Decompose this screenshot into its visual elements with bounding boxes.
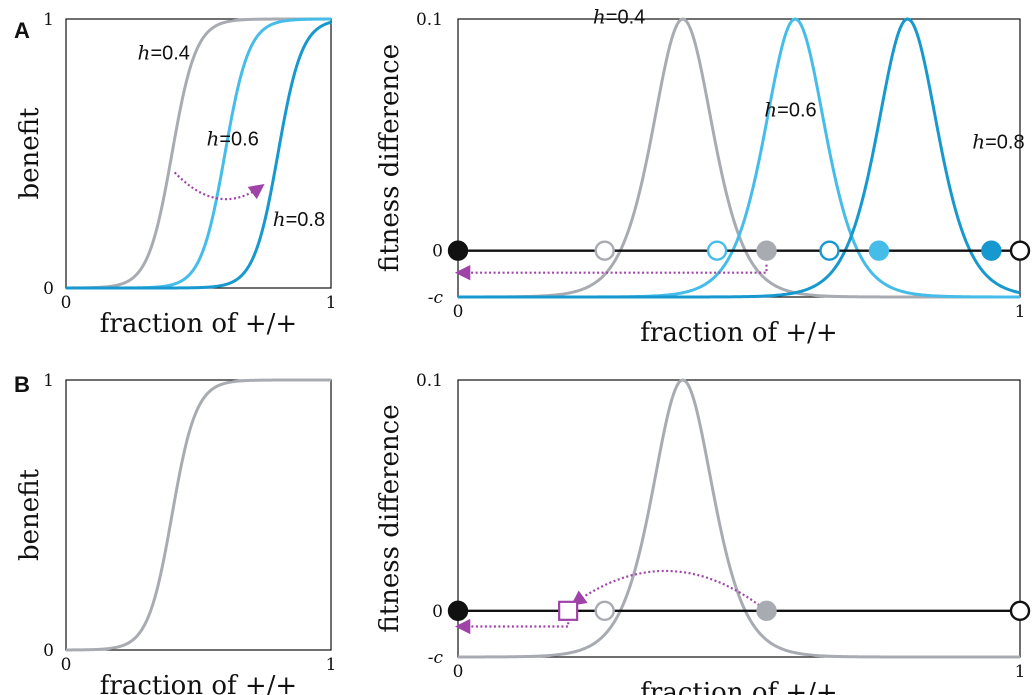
series-line-2 xyxy=(458,17,1020,299)
y-tick-label: 1 xyxy=(43,10,54,30)
stable-equilibrium-point xyxy=(868,240,890,261)
x-tick-label: 1 xyxy=(1015,302,1026,322)
y-tick-label: 0 xyxy=(43,279,54,299)
x-tick-label: 0 xyxy=(453,302,464,322)
series-line-1 xyxy=(458,378,1020,659)
stable-equilibrium-point xyxy=(756,240,777,261)
x-tick-label: 0 xyxy=(61,293,72,313)
x-axis-title: fraction of +/+ xyxy=(100,309,297,339)
x-axis-title: fraction of +/+ xyxy=(640,318,837,348)
y-tick-label: 0.1 xyxy=(416,371,443,391)
curve-label: h=0.6 xyxy=(764,97,816,121)
x-tick-label: 1 xyxy=(326,655,337,675)
curve-label-value: =0.6 xyxy=(219,128,258,150)
y-axis-title: fitness difference xyxy=(375,404,405,632)
curve-label-value: =0.4 xyxy=(606,7,645,29)
y-tick-label: 0.1 xyxy=(416,10,443,30)
plot-frame xyxy=(457,379,1021,658)
plot-frame xyxy=(65,379,332,651)
y-tick-label: 1 xyxy=(43,371,54,391)
unstable-equilibrium-point xyxy=(1009,600,1031,622)
panel-letter-a: A xyxy=(14,18,30,43)
curve-label-value: =0.8 xyxy=(985,132,1024,154)
unstable-equilibrium-point xyxy=(594,240,615,261)
stable-equilibrium-point xyxy=(981,240,1002,261)
curve-label: h=0.4 xyxy=(138,40,190,64)
curve-label-value: =0.8 xyxy=(286,209,325,231)
curve-label-value: =0.6 xyxy=(777,99,816,121)
y-axis-title: fitness difference xyxy=(375,44,405,272)
curve-label-var: h xyxy=(972,130,985,154)
curve-label-var: h xyxy=(206,126,219,150)
series-line-3 xyxy=(66,20,332,290)
unstable-equilibrium-point xyxy=(819,240,840,261)
x-tick-label: 1 xyxy=(326,293,337,313)
y-tick-label: 0 xyxy=(43,641,54,661)
square-marker xyxy=(558,600,579,621)
curve-label-value: =0.4 xyxy=(150,42,189,64)
plot-B-fitness: 0 1 0.1 0 -c fraction of +/+ fitness differenc… xyxy=(375,371,1031,695)
unstable-equilibrium-point xyxy=(706,240,728,261)
curve-label: h=0.4 xyxy=(593,5,645,29)
y-axis-title: benefit xyxy=(15,468,45,561)
series-line-2 xyxy=(66,17,331,290)
panel-letter-b: B xyxy=(14,372,30,397)
series-line-1 xyxy=(66,378,331,652)
x-axis-title: fraction of +/+ xyxy=(100,671,297,695)
curve-label: h=0.6 xyxy=(206,126,258,150)
y-tick-label: -c xyxy=(428,288,444,308)
curve-label: h=0.8 xyxy=(273,207,325,231)
x-axis-title: fraction of +/+ xyxy=(640,678,837,695)
series-line-3 xyxy=(458,17,1021,299)
curve-label-var: h xyxy=(273,207,286,231)
curve-label-var: h xyxy=(138,40,151,64)
dotted-arrow-1 xyxy=(570,569,768,612)
x-tick-label: 1 xyxy=(1015,662,1026,682)
y-tick-label: 0 xyxy=(432,242,443,262)
dotted-arrow-2 xyxy=(454,617,570,635)
plot-frame xyxy=(65,18,332,289)
curve-label-var: h xyxy=(593,5,606,29)
unstable-equilibrium-point xyxy=(594,600,615,622)
curve-label: h=0.8 xyxy=(972,130,1024,154)
unstable-equilibrium-point xyxy=(1009,240,1031,261)
x-tick-label: 0 xyxy=(61,655,72,675)
y-tick-label: -c xyxy=(428,648,444,668)
plot-frame xyxy=(457,18,1021,298)
stable-equilibrium-point xyxy=(447,600,469,622)
series-line-1 xyxy=(66,17,331,290)
stable-equilibrium-point xyxy=(447,240,469,261)
curve-label-var: h xyxy=(764,97,777,121)
plot-B-benefit: 0 1 0 1 fraction of +/+ benefit xyxy=(15,371,336,695)
y-tick-label: 0 xyxy=(432,602,443,622)
series-line-1 xyxy=(458,17,1020,299)
stable-equilibrium-point xyxy=(756,600,777,622)
y-axis-title: benefit xyxy=(15,107,45,200)
x-tick-label: 0 xyxy=(453,662,464,682)
